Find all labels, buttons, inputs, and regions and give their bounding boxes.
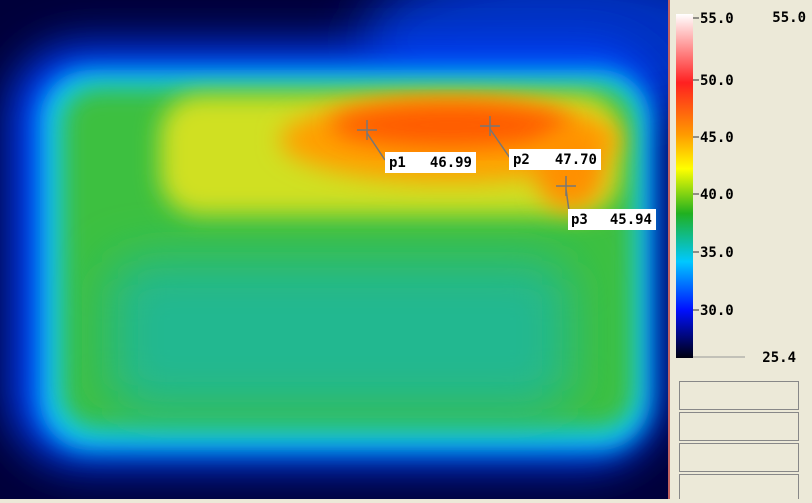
scale-ticks: 55.0 50.0 45.0 40.0 35.0 30.0 (693, 11, 734, 319)
tick-label: 50.0 (700, 73, 734, 89)
tick-label: 55.0 (700, 11, 734, 27)
point-name: p2 (513, 152, 530, 168)
scale-max: 55.0 (772, 10, 806, 26)
tick-label: 35.0 (700, 245, 734, 261)
page: p1 46.99 p2 47.70 p3 45.94 55.0 50.0 45.0 4… (0, 0, 812, 499)
point-name: p1 (389, 155, 406, 171)
point-name: p3 (571, 212, 588, 228)
screen: p1 46.99 p2 47.70 p3 45.94 55.0 50.0 45.0 4… (0, 0, 812, 499)
scale-min: 25.4 (762, 350, 796, 366)
thermal-image (0, 0, 760, 499)
tick-label: 30.0 (700, 303, 734, 319)
status-boxes (680, 382, 799, 500)
color-bar (676, 14, 693, 358)
point-value: 46.99 (430, 155, 472, 171)
tick-label: 40.0 (700, 187, 734, 203)
point-value: 45.94 (610, 212, 652, 228)
tick-label: 45.0 (700, 130, 734, 146)
point-value: 47.70 (555, 152, 597, 168)
